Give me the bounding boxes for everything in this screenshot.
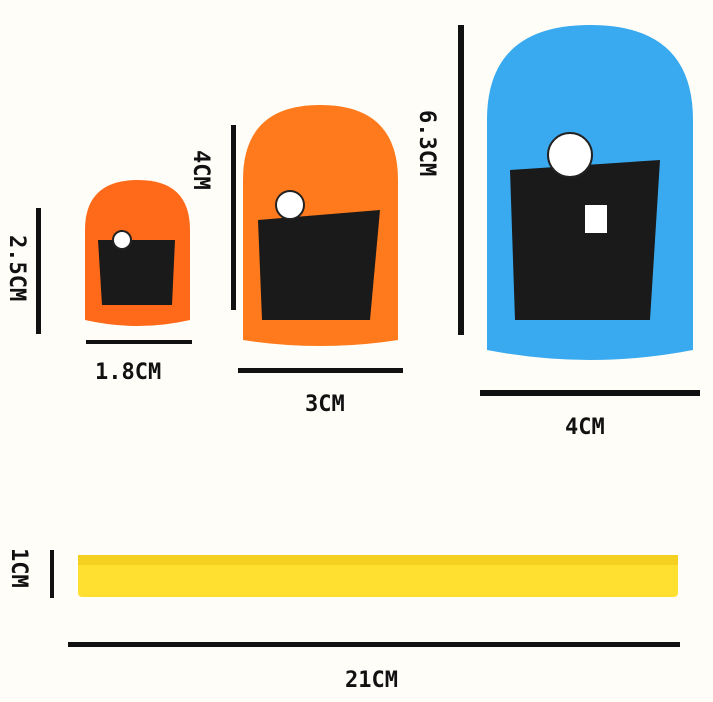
large-cup [487,25,693,360]
yellow-bar [78,555,678,597]
medium-height-label: 4CM [188,150,213,190]
small-cup [85,180,190,326]
large-height-label: 6.3CM [414,110,439,177]
medium-cup [243,105,398,346]
small-width-label: 1.8CM [95,360,162,385]
medium-width-label: 3CM [305,392,345,417]
bar-width-label: 21CM [345,668,398,693]
small-height-label: 2.5CM [4,235,29,302]
large-width-label: 4CM [565,415,605,440]
bar-height-label: 1CM [6,548,31,588]
